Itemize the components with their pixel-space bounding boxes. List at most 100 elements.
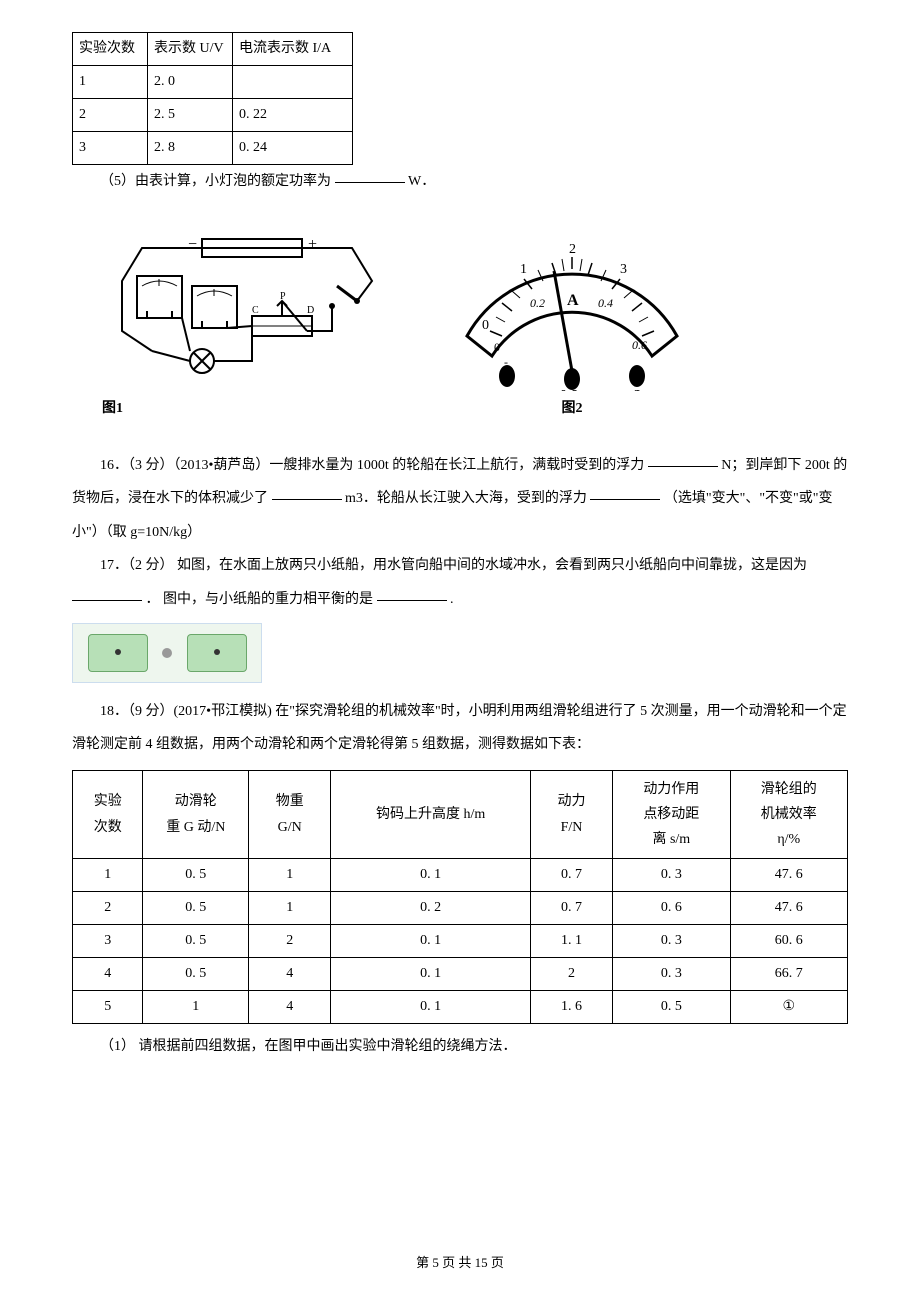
q17-prefix: 17．（2 分） 如图，在水面上放两只小纸船，用水管向船中间的水域冲水，会看到两…: [100, 558, 807, 573]
t1-header-2: 表示数 U/V: [148, 33, 233, 66]
t2-r2c6: 0. 6: [613, 892, 730, 925]
boat-right-icon: [187, 634, 247, 672]
svg-text:P: P: [280, 291, 286, 302]
t1-header-3: 电流表示数 I/A: [233, 33, 353, 66]
q5-text: （5）由表计算，小灯泡的额定功率为: [100, 174, 331, 189]
t2-r1c5: 0. 7: [530, 859, 612, 892]
question-18-sub1: （1） 请根据前四组数据，在图甲中画出实验中滑轮组的绕绳方法．: [72, 1030, 848, 1064]
figure-1-container: − + C D: [102, 231, 382, 423]
t2-r5c1: 5: [73, 991, 143, 1024]
t2-r5c7: ①: [730, 991, 847, 1024]
q16-blank-3: [590, 499, 660, 500]
t2-r2c3: 1: [249, 892, 331, 925]
svg-text:D: D: [307, 305, 314, 316]
page-number: 第 5 页 共 15 页: [416, 1255, 504, 1270]
am-term-neg: -: [504, 355, 508, 369]
t2-r3c4: 0. 1: [331, 925, 531, 958]
t2-r3c1: 3: [73, 925, 143, 958]
q17-blank-1: [72, 600, 142, 601]
figure-row: − + C D: [102, 221, 848, 423]
t1-r2c3: 0. 22: [233, 99, 353, 132]
q16-blank-2: [272, 499, 342, 500]
experiment-data-table-1: 实验次数 表示数 U/V 电流表示数 I/A 1 2. 0 2 2. 5 0. …: [72, 32, 353, 165]
t1-r3c3: 0. 24: [233, 132, 353, 165]
q5-blank: [335, 182, 405, 183]
am-top-2: 2: [569, 242, 576, 257]
t2-r4c3: 4: [249, 958, 331, 991]
am-bot-0: 0: [494, 340, 500, 354]
q17-mid: ． 图中，与小纸船的重力相平衡的是: [146, 592, 374, 607]
t2-r1c3: 1: [249, 859, 331, 892]
paper-boats-image: [72, 623, 262, 683]
q17-suffix: .: [450, 592, 454, 607]
t1-header-1: 实验次数: [73, 33, 148, 66]
q5-unit: W．: [408, 174, 435, 189]
am-bot-02: 0.2: [530, 296, 545, 310]
figure-2-container: 0 1 2 3 0 0.2 0.4 0.6 A - 0.6 3 图2: [442, 221, 702, 423]
t2-r5c5: 1. 6: [530, 991, 612, 1024]
svg-text:−: −: [188, 236, 197, 253]
t2-r3c2: 0. 5: [143, 925, 249, 958]
t2-r3c6: 0. 3: [613, 925, 730, 958]
t2-r1c7: 47. 6: [730, 859, 847, 892]
question-17: 17．（2 分） 如图，在水面上放两只小纸船，用水管向船中间的水域冲水，会看到两…: [72, 549, 848, 616]
am-top-3: 3: [620, 262, 627, 277]
t2-r2c7: 47. 6: [730, 892, 847, 925]
t2-r3c3: 2: [249, 925, 331, 958]
am-unit: A: [567, 292, 579, 309]
t1-r2c2: 2. 5: [148, 99, 233, 132]
t2-h2: 动滑轮重 G 动/N: [143, 770, 249, 859]
t2-r2c1: 2: [73, 892, 143, 925]
q16-blank-1: [648, 466, 718, 467]
pipe-icon: [162, 648, 172, 658]
question-18: 18．（9 分）(2017•邗江模拟) 在"探究滑轮组的机械效率"时，小明利用两…: [72, 695, 848, 762]
t2-r3c7: 60. 6: [730, 925, 847, 958]
question-16: 16．（3 分）（2013•葫芦岛）一艘排水量为 1000t 的轮船在长江上航行…: [72, 449, 848, 550]
figure-2-label: 图2: [562, 395, 583, 423]
am-top-0: 0: [482, 318, 489, 333]
question-5: （5）由表计算，小灯泡的额定功率为 W．: [72, 165, 848, 199]
svg-text:C: C: [252, 305, 259, 316]
t2-r1c6: 0. 3: [613, 859, 730, 892]
t2-r2c5: 0. 7: [530, 892, 612, 925]
q17-blank-2: [377, 600, 447, 601]
t2-r4c2: 0. 5: [143, 958, 249, 991]
am-top-1: 1: [520, 262, 527, 277]
t1-r2c1: 2: [73, 99, 148, 132]
t2-r5c2: 1: [143, 991, 249, 1024]
ammeter-dial-icon: 0 1 2 3 0 0.2 0.4 0.6 A - 0.6 3: [442, 221, 702, 391]
figure-1-label: 图1: [102, 395, 123, 423]
q16-prefix: 16．（3 分）（2013•葫芦岛）一艘排水量为 1000t 的轮船在长江上航行…: [100, 458, 644, 473]
t2-r5c3: 4: [249, 991, 331, 1024]
t2-r5c4: 0. 1: [331, 991, 531, 1024]
t1-r3c1: 3: [73, 132, 148, 165]
circuit-diagram-icon: − + C D: [102, 231, 382, 391]
am-bot-04: 0.4: [598, 296, 613, 310]
t2-r4c1: 4: [73, 958, 143, 991]
t2-h7: 滑轮组的机械效率η/%: [730, 770, 847, 859]
t1-r1c3: [233, 66, 353, 99]
page-footer: 第 5 页 共 15 页: [0, 1250, 920, 1276]
svg-text:+: +: [308, 236, 317, 253]
t2-h3: 物重G/N: [249, 770, 331, 859]
boat-left-icon: [88, 634, 148, 672]
t2-h6: 动力作用点移动距离 s/m: [613, 770, 730, 859]
q18-sub1-text: （1） 请根据前四组数据，在图甲中画出实验中滑轮组的绕绳方法．: [100, 1039, 517, 1054]
t2-r4c5: 2: [530, 958, 612, 991]
t2-r1c4: 0. 1: [331, 859, 531, 892]
t2-h1: 实验次数: [73, 770, 143, 859]
t1-r3c2: 2. 8: [148, 132, 233, 165]
t2-r1c1: 1: [73, 859, 143, 892]
q16-mid2: m3．轮船从长江驶入大海，受到的浮力: [345, 491, 587, 506]
t2-r1c2: 0. 5: [143, 859, 249, 892]
am-term-06: 0.6: [560, 388, 578, 391]
t2-r4c4: 0. 1: [331, 958, 531, 991]
am-bot-06: 0.6: [632, 338, 647, 352]
t2-r3c5: 1. 1: [530, 925, 612, 958]
am-term-3: 3: [634, 388, 641, 391]
t2-r5c6: 0. 5: [613, 991, 730, 1024]
t2-h4: 钩码上升高度 h/m: [331, 770, 531, 859]
t2-r4c7: 66. 7: [730, 958, 847, 991]
t2-h5: 动力F/N: [530, 770, 612, 859]
t1-r1c1: 1: [73, 66, 148, 99]
